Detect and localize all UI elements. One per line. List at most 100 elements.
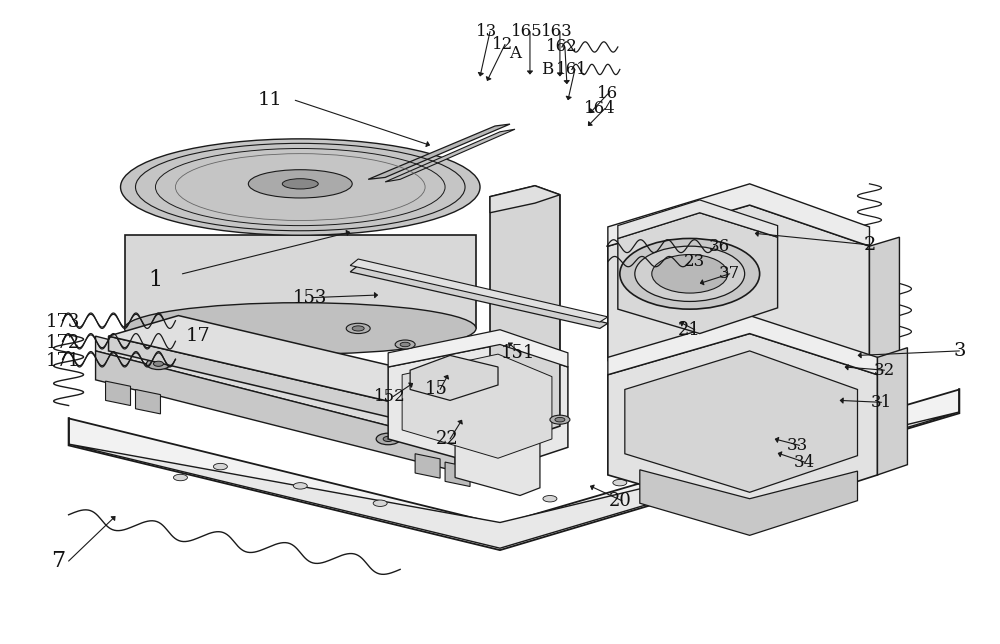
Text: 13: 13 (476, 23, 498, 40)
Text: 1: 1 (148, 269, 163, 291)
Polygon shape (109, 336, 490, 441)
Polygon shape (402, 354, 552, 459)
Text: 11: 11 (258, 91, 283, 109)
Ellipse shape (146, 358, 170, 370)
Text: 20: 20 (608, 491, 631, 509)
Ellipse shape (383, 437, 393, 442)
Text: 172: 172 (45, 334, 80, 352)
Ellipse shape (174, 153, 426, 221)
Text: 36: 36 (709, 238, 730, 254)
Polygon shape (125, 235, 476, 328)
Polygon shape (106, 381, 131, 406)
Text: 165: 165 (511, 23, 543, 40)
Ellipse shape (282, 178, 318, 189)
Ellipse shape (543, 495, 557, 502)
Text: 23: 23 (684, 253, 705, 270)
Polygon shape (608, 334, 877, 516)
Ellipse shape (131, 142, 469, 232)
Ellipse shape (395, 340, 415, 349)
Polygon shape (490, 185, 560, 435)
Polygon shape (625, 351, 858, 492)
Ellipse shape (400, 342, 410, 346)
Text: 34: 34 (794, 453, 815, 471)
Text: A: A (509, 45, 521, 62)
Polygon shape (69, 390, 959, 550)
Ellipse shape (673, 466, 687, 471)
Polygon shape (608, 316, 877, 375)
Polygon shape (455, 431, 540, 495)
Polygon shape (388, 345, 568, 470)
Text: 12: 12 (492, 36, 514, 53)
Text: B: B (541, 61, 553, 78)
Ellipse shape (550, 415, 570, 424)
Ellipse shape (813, 460, 827, 467)
Text: 31: 31 (871, 394, 892, 411)
Ellipse shape (250, 173, 351, 200)
Ellipse shape (149, 147, 451, 227)
Ellipse shape (207, 162, 394, 212)
Polygon shape (109, 316, 560, 425)
Polygon shape (618, 200, 778, 238)
Polygon shape (445, 462, 470, 486)
Ellipse shape (555, 417, 565, 422)
Ellipse shape (373, 500, 387, 506)
Text: 3: 3 (953, 342, 966, 360)
Polygon shape (640, 470, 858, 535)
Text: 22: 22 (436, 430, 458, 448)
Text: 153: 153 (293, 289, 327, 307)
Text: 15: 15 (425, 381, 448, 399)
Polygon shape (96, 351, 455, 471)
Polygon shape (608, 205, 869, 402)
Polygon shape (368, 124, 510, 179)
Text: 32: 32 (874, 362, 895, 379)
Text: 7: 7 (52, 550, 66, 572)
Polygon shape (385, 129, 515, 182)
Text: 173: 173 (45, 313, 80, 331)
Ellipse shape (346, 323, 370, 334)
Ellipse shape (352, 326, 364, 331)
Text: 37: 37 (719, 265, 740, 282)
Ellipse shape (213, 464, 227, 470)
Ellipse shape (713, 457, 727, 464)
Ellipse shape (248, 170, 352, 198)
Polygon shape (69, 412, 959, 548)
Text: 161: 161 (556, 61, 588, 78)
Polygon shape (490, 185, 560, 213)
Polygon shape (869, 237, 899, 362)
Text: 163: 163 (541, 23, 573, 40)
Text: 21: 21 (678, 321, 701, 339)
Ellipse shape (892, 441, 906, 448)
Ellipse shape (620, 238, 760, 309)
Ellipse shape (652, 254, 728, 293)
Text: 152: 152 (374, 388, 406, 405)
Ellipse shape (613, 479, 627, 486)
Polygon shape (415, 454, 440, 478)
Polygon shape (618, 213, 778, 334)
Polygon shape (96, 336, 455, 443)
Polygon shape (877, 348, 907, 475)
Text: 164: 164 (584, 100, 616, 117)
Ellipse shape (376, 433, 400, 445)
Ellipse shape (853, 451, 866, 457)
Polygon shape (350, 265, 608, 328)
Text: 2: 2 (863, 236, 876, 254)
Polygon shape (490, 406, 560, 441)
Ellipse shape (173, 474, 187, 480)
Text: 171: 171 (45, 352, 80, 370)
Text: 151: 151 (501, 344, 535, 362)
Text: 162: 162 (546, 39, 578, 55)
Text: 33: 33 (787, 437, 808, 454)
Ellipse shape (121, 139, 480, 235)
Polygon shape (388, 330, 568, 367)
Text: 16: 16 (597, 86, 618, 102)
Polygon shape (608, 184, 869, 246)
Ellipse shape (635, 246, 745, 301)
Ellipse shape (293, 482, 307, 489)
Polygon shape (350, 259, 608, 322)
Text: 17: 17 (186, 327, 211, 345)
Ellipse shape (153, 361, 163, 366)
Ellipse shape (125, 303, 476, 354)
Polygon shape (136, 390, 160, 414)
Ellipse shape (773, 470, 787, 476)
Polygon shape (410, 355, 498, 401)
